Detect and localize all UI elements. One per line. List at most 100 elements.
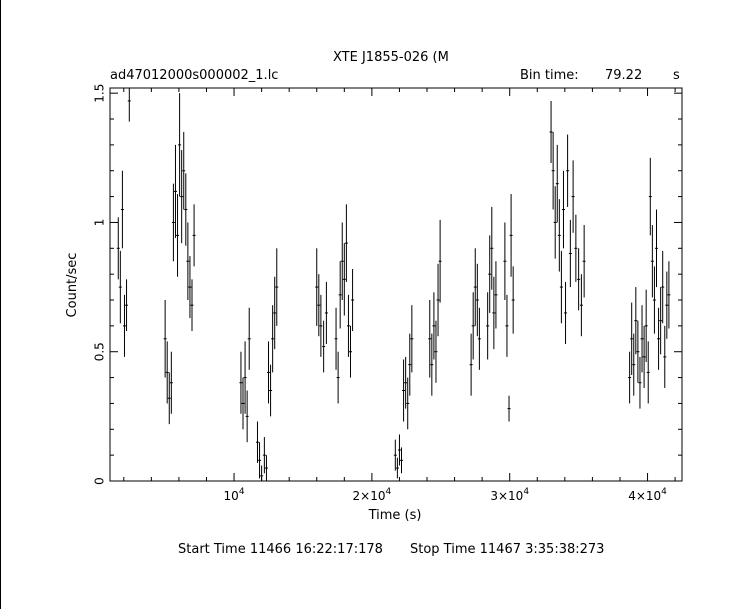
data-point [471,292,475,360]
data-point [638,356,642,409]
x-tick-base: 10 [224,489,239,503]
data-point [657,307,661,370]
data-point [176,194,180,277]
data-point [186,222,190,301]
data-point [634,287,638,355]
data-point [192,204,196,267]
data-point [652,266,656,334]
data-point [351,268,355,332]
data-point [630,302,634,375]
data-point [165,341,169,404]
data-point [410,305,414,373]
data-point [344,204,348,282]
y-tick-label: 1 [93,219,107,227]
data-point [561,170,565,249]
data-point [315,248,319,326]
data-point [120,170,124,249]
data-point [118,250,122,324]
plot-frame [109,87,683,482]
x-tick-exponent: 4 [661,487,667,497]
data-point [334,307,338,370]
data-point [178,93,182,197]
data-point [628,351,632,404]
bin-time-label: Bin time: [520,68,579,83]
data-point [267,341,271,404]
data-point [269,364,273,417]
data-point [553,186,557,259]
data-point [393,439,397,471]
data-point [349,325,353,378]
data-point [406,377,410,430]
data-point [260,465,264,481]
lightcurve-filename: ad47012000s000002_1.lc [110,68,279,83]
data-point [436,263,440,337]
data-point [469,333,473,396]
data-point [642,325,646,388]
data-point [340,222,344,301]
data-point [490,206,494,290]
data-point [258,442,262,479]
data-point [432,292,436,360]
data-point [397,434,401,466]
stop-time: Stop Time 11467 3:35:38:273 [410,542,605,557]
data-point [324,281,328,344]
data-point [271,305,275,373]
data-point [404,356,408,409]
data-point [171,183,175,262]
data-point [511,266,515,334]
data-point [650,225,654,298]
data-point [477,307,481,370]
data-point [494,261,498,329]
data-point [434,320,438,383]
data-point [173,144,177,238]
data-point [255,421,259,463]
data-point [579,274,583,337]
data-point [646,341,650,404]
data-point [338,261,342,329]
data-point [564,281,568,344]
data-point [632,333,636,396]
data-point [190,279,194,332]
data-point [568,219,572,288]
data-point [275,248,279,326]
data-point [317,274,321,337]
data-point [184,173,188,246]
data-point [400,447,404,474]
x-tick-exponent: 4 [385,487,391,497]
data-point [574,214,578,282]
data-point [247,307,251,370]
data-point [342,243,346,316]
data-point [659,287,663,355]
y-tick-label: 0 [93,477,107,485]
data-point [492,276,496,350]
data-point [319,294,323,357]
data-point [571,160,575,233]
y-axis-label: Count/sec [65,253,80,318]
data-point [636,320,640,383]
data-point [273,276,277,350]
data-point [346,294,350,357]
data-point [243,341,247,414]
data-point [245,390,249,443]
data-point [336,351,340,404]
data-point [655,209,659,288]
data-point [395,457,399,479]
data-point [163,300,167,378]
data-point [582,225,586,298]
y-tick-label: 0.5 [93,342,107,361]
data-point [640,305,644,373]
data-point [509,194,513,277]
data-point [555,144,559,223]
data-point [488,235,492,313]
x-tick-exponent: 4 [523,487,529,497]
x-tick-base: 4×10 [628,489,661,503]
data-point [125,279,129,332]
data-point [507,395,511,422]
data-point [475,263,479,337]
x-tick-base: 2×10 [353,489,386,503]
data-point [557,199,561,272]
data-point [122,294,126,357]
x-axis-label: Time (s) [368,508,422,523]
data-point [182,131,186,210]
